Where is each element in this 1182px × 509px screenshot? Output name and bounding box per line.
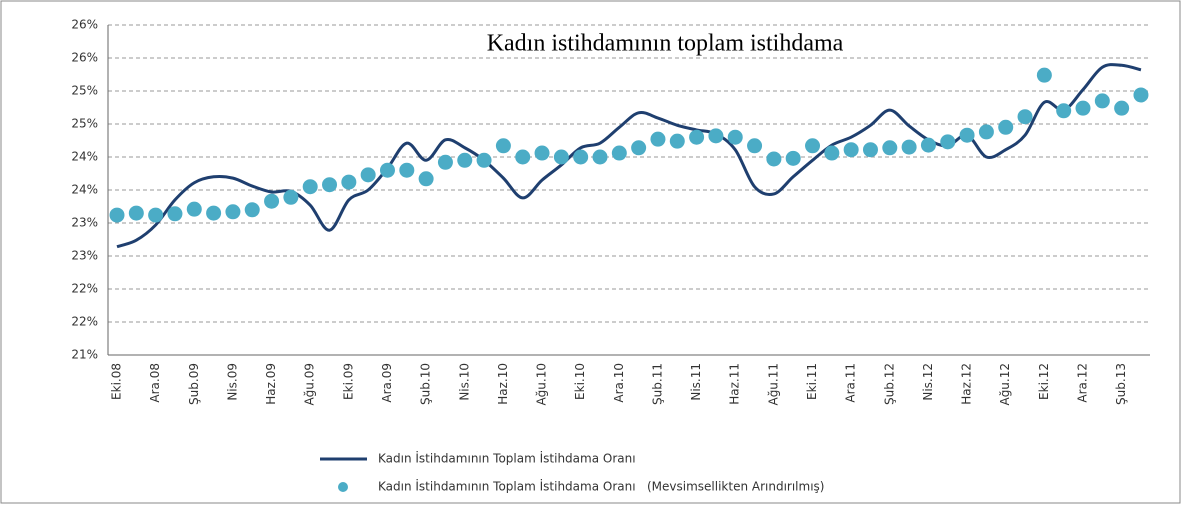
x-tick-label: Şub.11 xyxy=(650,363,664,405)
y-tick-label: 25% xyxy=(71,117,98,131)
y-tick-label: 21% xyxy=(71,348,98,362)
dot xyxy=(244,202,260,218)
dot xyxy=(1094,93,1110,109)
dot xyxy=(978,124,994,140)
dot xyxy=(727,129,743,145)
x-tick-label: Eki.12 xyxy=(1037,363,1051,400)
x-tick-label: Şub.12 xyxy=(882,363,896,405)
dot xyxy=(920,137,936,153)
dot xyxy=(901,139,917,155)
dot xyxy=(167,206,183,222)
dot xyxy=(360,167,376,183)
dot xyxy=(669,133,685,149)
dot xyxy=(708,128,724,144)
dot xyxy=(476,152,492,168)
dot xyxy=(1036,67,1052,83)
y-tick-label: 24% xyxy=(71,150,98,164)
dot xyxy=(109,207,125,223)
y-tick-label: 25% xyxy=(71,84,98,98)
chart-title: Kadın istihdamının toplam istihdama xyxy=(487,31,844,57)
dot xyxy=(1056,103,1072,119)
x-tick-label: Ağu.09 xyxy=(303,363,317,406)
dot xyxy=(186,201,202,217)
x-tick-label: Ara.09 xyxy=(380,363,394,403)
dot xyxy=(862,142,878,158)
dot xyxy=(631,140,647,156)
dot xyxy=(1133,87,1149,103)
x-tick-label: Ara.10 xyxy=(612,363,626,403)
x-tick-label: Nis.10 xyxy=(457,363,471,401)
x-tick-label: Nis.09 xyxy=(225,363,239,401)
x-tick-label: Nis.12 xyxy=(921,363,935,401)
y-tick-label: 23% xyxy=(71,216,98,230)
x-tick-label: Şub.09 xyxy=(187,363,201,405)
y-tick-label: 26% xyxy=(71,18,98,32)
dot xyxy=(805,138,821,154)
dot xyxy=(650,131,666,147)
y-tick-label: 23% xyxy=(71,249,98,263)
x-tick-label: Haz.10 xyxy=(496,363,510,405)
x-tick-label: Ağu.11 xyxy=(766,363,780,406)
legend-label: Kadın İstihdamının Toplam İstihdama Oran… xyxy=(378,451,636,466)
y-tick-label: 22% xyxy=(71,282,98,296)
dot xyxy=(225,204,241,220)
y-tick-label: 26% xyxy=(71,51,98,65)
dot xyxy=(495,138,511,154)
dot xyxy=(611,145,627,161)
dot xyxy=(128,205,144,221)
dot xyxy=(399,162,415,178)
x-tick-label: Ağu.12 xyxy=(998,363,1012,406)
dot xyxy=(515,149,531,165)
dot xyxy=(534,145,550,161)
dot xyxy=(940,134,956,150)
dot xyxy=(766,151,782,167)
dot xyxy=(437,154,453,170)
dot xyxy=(747,138,763,154)
dot xyxy=(689,129,705,145)
dot xyxy=(379,162,395,178)
x-tick-label: Ara.11 xyxy=(844,363,858,403)
dot xyxy=(573,149,589,165)
dot xyxy=(824,145,840,161)
dot xyxy=(457,152,473,168)
legend-label: Kadın İstihdamının Toplam İstihdama Oran… xyxy=(378,479,824,494)
dot xyxy=(592,149,608,165)
x-tick-label: Ara.12 xyxy=(1076,363,1090,403)
dot xyxy=(1114,100,1130,116)
dot xyxy=(785,150,801,166)
dot xyxy=(264,193,280,209)
dot xyxy=(998,119,1014,135)
dot xyxy=(206,205,222,221)
dot xyxy=(553,149,569,165)
dot xyxy=(1017,109,1033,125)
x-tick-label: Eki.11 xyxy=(805,363,819,400)
dot xyxy=(302,179,318,195)
dot xyxy=(882,140,898,156)
x-tick-label: Eki.09 xyxy=(341,363,355,400)
x-tick-label: Haz.11 xyxy=(728,363,742,405)
x-tick-label: Haz.09 xyxy=(264,363,278,405)
dot xyxy=(148,207,164,223)
y-tick-label: 22% xyxy=(71,315,98,329)
dot xyxy=(283,189,299,205)
x-tick-label: Şub.10 xyxy=(419,363,433,405)
dot xyxy=(322,177,338,193)
dot xyxy=(843,142,859,158)
x-tick-label: Ara.08 xyxy=(148,363,162,403)
dot xyxy=(341,174,357,190)
x-tick-label: Haz.12 xyxy=(960,363,974,405)
dot xyxy=(418,171,434,187)
legend-swatch xyxy=(338,482,348,492)
y-tick-label: 24% xyxy=(71,183,98,197)
x-tick-label: Eki.08 xyxy=(110,363,124,400)
x-tick-label: Nis.11 xyxy=(689,363,703,401)
x-tick-label: Şub.13 xyxy=(1114,363,1128,405)
dot xyxy=(1075,100,1091,116)
dot xyxy=(959,127,975,143)
x-tick-label: Eki.10 xyxy=(573,363,587,400)
x-tick-label: Ağu.10 xyxy=(535,363,549,406)
